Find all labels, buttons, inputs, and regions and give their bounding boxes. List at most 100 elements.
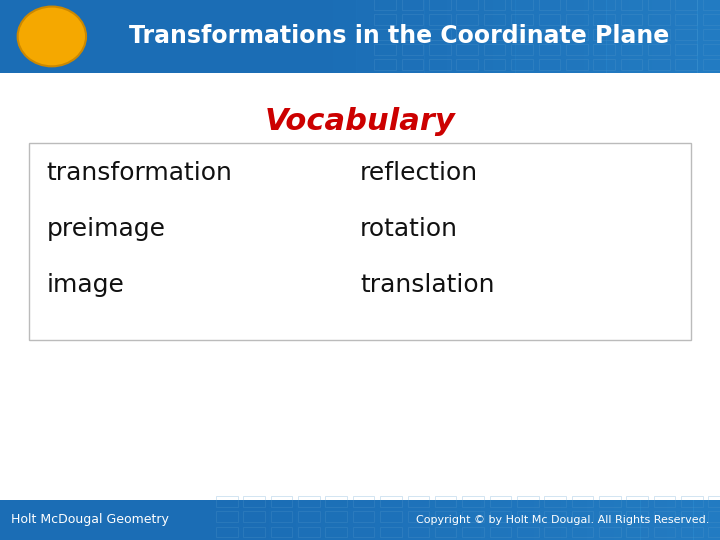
Bar bbox=[517, 526, 539, 537]
Bar bbox=[353, 511, 374, 522]
Bar bbox=[325, 496, 347, 507]
Bar bbox=[271, 511, 292, 522]
Bar bbox=[271, 526, 292, 537]
Bar bbox=[511, 0, 533, 10]
Bar bbox=[654, 526, 675, 537]
Bar bbox=[216, 496, 238, 507]
Bar bbox=[490, 511, 511, 522]
Bar bbox=[599, 496, 621, 507]
Bar bbox=[654, 496, 675, 507]
Bar bbox=[606, 0, 629, 73]
Bar bbox=[708, 526, 720, 537]
Bar bbox=[402, 29, 423, 40]
Bar bbox=[621, 29, 642, 40]
Bar bbox=[243, 511, 265, 522]
Bar bbox=[374, 14, 396, 25]
Bar bbox=[648, 44, 670, 55]
Bar bbox=[470, 0, 493, 73]
Bar bbox=[402, 44, 423, 55]
Bar bbox=[0, 500, 720, 540]
Bar bbox=[356, 0, 379, 73]
Ellipse shape bbox=[17, 6, 86, 66]
Bar bbox=[614, 500, 641, 540]
Text: rotation: rotation bbox=[360, 217, 458, 241]
Bar bbox=[484, 14, 505, 25]
Bar bbox=[538, 0, 561, 73]
Bar bbox=[511, 29, 533, 40]
Bar bbox=[408, 511, 429, 522]
Bar bbox=[626, 511, 648, 522]
Bar bbox=[380, 496, 402, 507]
Text: image: image bbox=[47, 273, 125, 296]
Bar bbox=[648, 14, 670, 25]
Bar bbox=[708, 496, 720, 507]
Bar bbox=[593, 0, 615, 10]
Bar bbox=[708, 511, 720, 522]
Bar bbox=[561, 500, 588, 540]
Bar bbox=[481, 500, 508, 540]
Bar bbox=[511, 14, 533, 25]
Bar bbox=[456, 0, 478, 10]
Bar bbox=[490, 496, 511, 507]
Text: Holt McDougal Geometry: Holt McDougal Geometry bbox=[11, 513, 168, 526]
Text: reflection: reflection bbox=[360, 161, 478, 185]
Bar bbox=[544, 511, 566, 522]
Bar bbox=[380, 511, 402, 522]
Bar bbox=[648, 0, 670, 10]
Bar bbox=[456, 44, 478, 55]
Text: preimage: preimage bbox=[47, 217, 166, 241]
Bar bbox=[271, 496, 292, 507]
Bar bbox=[462, 511, 484, 522]
Bar bbox=[348, 500, 375, 540]
Bar bbox=[652, 0, 675, 73]
Bar bbox=[288, 0, 311, 73]
Bar bbox=[703, 59, 720, 70]
Bar bbox=[539, 44, 560, 55]
Bar bbox=[534, 500, 561, 540]
Bar bbox=[374, 0, 396, 10]
Text: transformation: transformation bbox=[47, 161, 233, 185]
Bar bbox=[588, 500, 614, 540]
Bar bbox=[626, 526, 648, 537]
Bar bbox=[243, 496, 265, 507]
Bar bbox=[703, 29, 720, 40]
Bar bbox=[675, 0, 698, 73]
Bar bbox=[593, 14, 615, 25]
Bar bbox=[566, 29, 588, 40]
Bar bbox=[566, 0, 588, 10]
Bar bbox=[681, 511, 703, 522]
Bar bbox=[243, 526, 265, 537]
Bar bbox=[572, 511, 593, 522]
Bar bbox=[516, 0, 539, 73]
Bar bbox=[428, 500, 455, 540]
Bar bbox=[269, 500, 296, 540]
Bar bbox=[697, 0, 720, 73]
Bar bbox=[490, 526, 511, 537]
Bar bbox=[353, 496, 374, 507]
Bar bbox=[584, 0, 607, 73]
Bar bbox=[544, 496, 566, 507]
Bar bbox=[703, 0, 720, 10]
Bar bbox=[424, 0, 447, 73]
Bar bbox=[703, 44, 720, 55]
Bar bbox=[216, 526, 238, 537]
Bar bbox=[621, 0, 642, 10]
Text: Transformations in the Coordinate Plane: Transformations in the Coordinate Plane bbox=[130, 24, 670, 49]
Bar bbox=[511, 59, 533, 70]
Bar bbox=[447, 0, 470, 73]
Bar bbox=[298, 511, 320, 522]
Bar bbox=[675, 14, 697, 25]
Text: Vocabulary: Vocabulary bbox=[265, 107, 455, 136]
Bar bbox=[402, 14, 423, 25]
Bar bbox=[429, 14, 451, 25]
Bar bbox=[539, 14, 560, 25]
Bar bbox=[484, 59, 505, 70]
Bar bbox=[544, 526, 566, 537]
Bar bbox=[402, 500, 428, 540]
Bar bbox=[333, 0, 356, 73]
Bar bbox=[0, 0, 720, 73]
Bar bbox=[484, 29, 505, 40]
Bar bbox=[216, 500, 243, 540]
Bar bbox=[429, 44, 451, 55]
Bar bbox=[675, 59, 697, 70]
